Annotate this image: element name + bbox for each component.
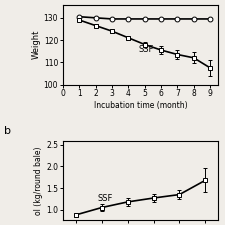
Text: SSF: SSF: [138, 45, 153, 54]
X-axis label: Incubation time (month): Incubation time (month): [94, 101, 187, 110]
Text: b: b: [4, 126, 11, 136]
Y-axis label: ol (kg/round bale): ol (kg/round bale): [34, 146, 43, 215]
Text: SSF: SSF: [98, 194, 113, 203]
Y-axis label: Weight: Weight: [32, 30, 41, 59]
